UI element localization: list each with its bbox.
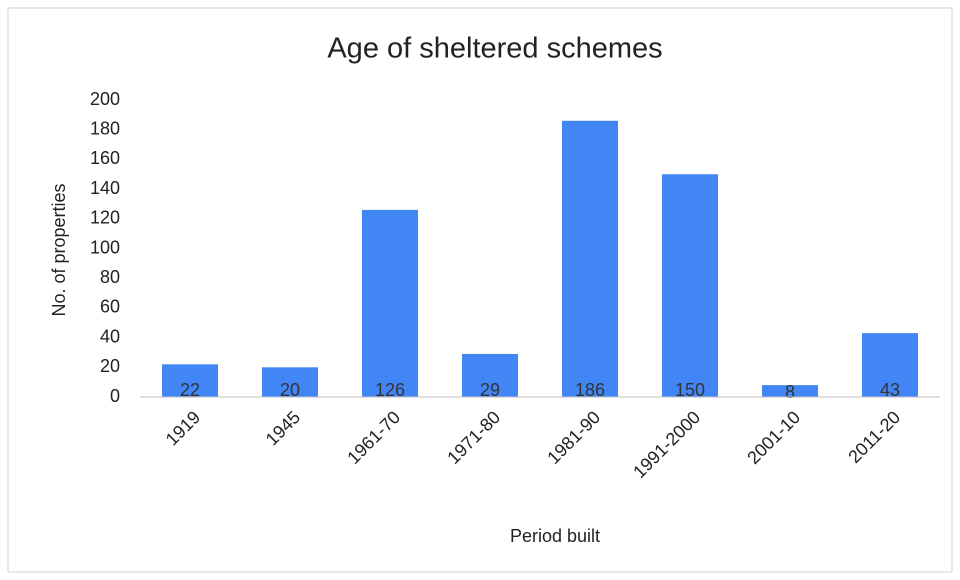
y-tick-label: 40: [100, 326, 120, 346]
value-label: 22: [180, 380, 200, 400]
value-label: 186: [575, 380, 605, 400]
y-tick-label: 80: [100, 267, 120, 287]
chart-title: Age of sheltered schemes: [327, 33, 662, 65]
y-tick-label: 120: [90, 208, 120, 228]
y-tick-label: 100: [90, 237, 120, 257]
value-label: 29: [480, 380, 500, 400]
bar: [562, 120, 618, 397]
bar: [762, 385, 818, 397]
value-label: 126: [375, 380, 405, 400]
y-tick-label: 200: [90, 89, 120, 109]
value-label: 150: [675, 380, 705, 400]
y-tick-label: 180: [90, 118, 120, 138]
y-tick-label: 60: [100, 297, 120, 317]
bar: [162, 364, 218, 397]
bar: [862, 333, 918, 397]
x-axis-title: Period built: [510, 526, 600, 546]
value-label: 20: [280, 380, 300, 400]
value-label: 43: [880, 380, 900, 400]
value-label: 8: [785, 382, 795, 402]
y-axis-title: No. of properties: [49, 183, 69, 316]
y-tick-label: 160: [90, 148, 120, 168]
bar: [662, 174, 718, 397]
bar: [262, 367, 318, 397]
y-tick-label: 0: [110, 386, 120, 406]
bar: [362, 209, 418, 397]
bar: [462, 353, 518, 397]
chart-border: [7, 7, 953, 573]
y-tick-label: 20: [100, 356, 120, 376]
y-tick-label: 140: [90, 178, 120, 198]
